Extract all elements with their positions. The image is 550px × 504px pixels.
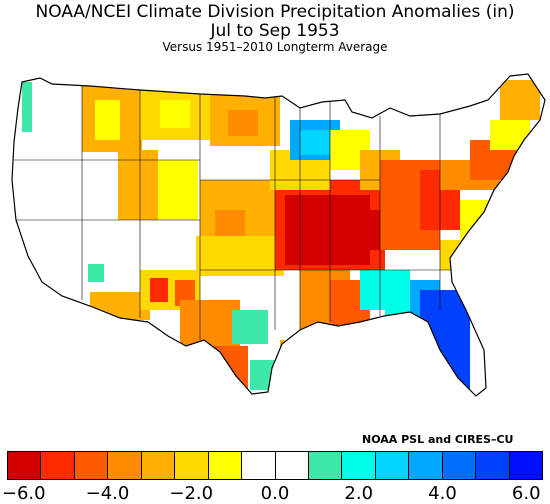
color-swatch [41, 452, 75, 479]
color-swatch [242, 452, 276, 479]
scale-tick-label: −4.0 [85, 483, 130, 504]
division-patch [440, 240, 470, 270]
division-patch [232, 310, 268, 344]
division-patch [250, 360, 280, 390]
scale-tick-label: 6.0 [511, 483, 541, 504]
division-patch [95, 100, 120, 140]
division-patch [420, 290, 470, 396]
us-climate-division-map [11, 73, 546, 397]
division-patch [300, 130, 330, 155]
division-patch [490, 120, 530, 150]
division-patch [196, 236, 284, 276]
division-patch [158, 160, 198, 220]
division-patch [500, 80, 540, 120]
color-scale-ticks: −6.0 −4.0 −2.0 0.0 2.0 4.0 6.0 [0, 483, 550, 504]
division-patch [228, 110, 258, 136]
color-swatch [509, 452, 542, 479]
color-swatch [208, 452, 243, 479]
division-patch [360, 270, 410, 310]
scale-tick-label: −2.0 [169, 483, 214, 504]
map-title: NOAA/NCEI Climate Division Precipitation… [35, 2, 515, 22]
division-patch [320, 210, 380, 250]
color-scale-bar [7, 451, 543, 480]
color-swatch [275, 452, 309, 479]
division-patch [22, 82, 32, 132]
division-patch [118, 150, 158, 220]
color-swatch [141, 452, 176, 479]
color-swatch [442, 452, 477, 479]
division-patch [385, 310, 415, 340]
division-patch [160, 100, 190, 128]
color-swatch [342, 452, 376, 479]
color-swatch [8, 452, 42, 479]
color-swatch [375, 452, 410, 479]
division-patch [150, 278, 168, 302]
scale-tick-label: 2.0 [344, 483, 374, 504]
color-swatch [476, 452, 510, 479]
credit-label: NOAA PSL and CIRES–CU [362, 433, 514, 446]
map-period: Jul to Sep 1953 [210, 21, 340, 41]
division-patch [175, 280, 195, 306]
scale-tick-label: −6.0 [1, 483, 46, 504]
color-swatch [308, 452, 343, 479]
scale-tick-label: 4.0 [428, 483, 457, 504]
division-patch [280, 340, 300, 380]
division-patch [180, 300, 240, 350]
color-swatch [409, 452, 443, 479]
state-outline [11, 73, 546, 397]
color-swatch [175, 452, 209, 479]
us-outline [11, 73, 546, 397]
color-swatch [108, 452, 142, 479]
scale-tick-label: 0.0 [260, 483, 290, 504]
division-patch [88, 264, 104, 282]
division-patch [460, 200, 500, 260]
division-fills [12, 74, 545, 396]
map-baseline: Versus 1951–2010 Longterm Average [162, 40, 388, 54]
color-swatch [74, 452, 109, 479]
division-patch [212, 346, 248, 396]
